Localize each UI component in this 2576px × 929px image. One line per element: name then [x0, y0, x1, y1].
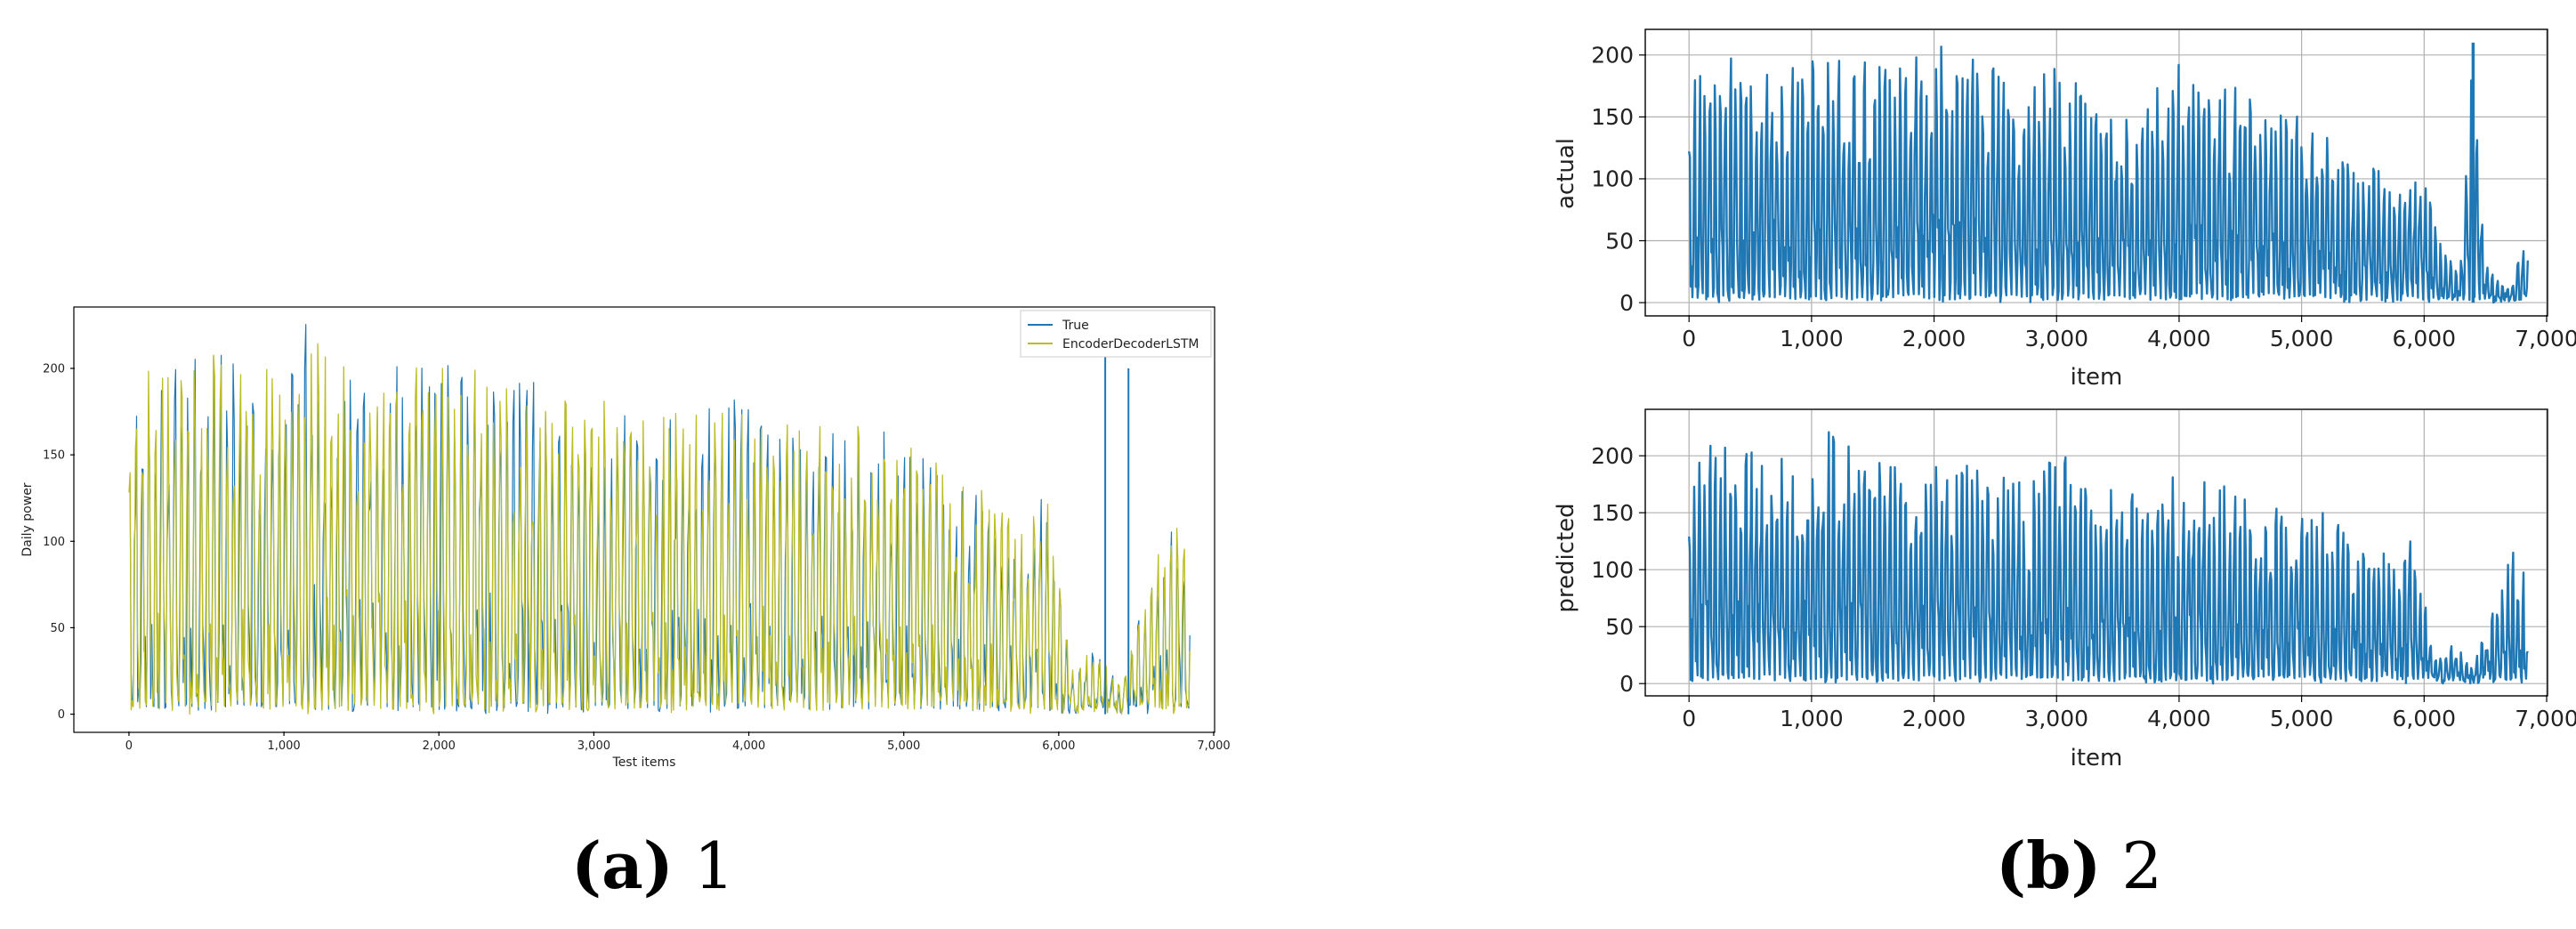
y-tick-label: 200 — [43, 363, 65, 376]
legend-box — [1020, 310, 1212, 358]
x-tick-label: 4,000 — [2147, 326, 2211, 351]
chart-a-ylabel: Daily power — [20, 482, 35, 556]
series-line-predicted — [1688, 431, 2529, 685]
y-tick-label: 200 — [1591, 43, 1634, 69]
y-tick-label: 100 — [1591, 166, 1634, 192]
legend-label-lstm: EncoderDecoderLSTM — [1062, 337, 1199, 351]
x-tick-label: 5,000 — [887, 739, 920, 753]
chart-b-actual-axes: 0 1,000 2,000 3,000 4,000 5,000 6,000 7,000 0 50 1… — [1591, 43, 2576, 351]
chart-a-frame — [73, 306, 1215, 733]
chart-b-actual-xlabel: item — [2071, 364, 2123, 391]
y-tick-label: 100 — [43, 536, 65, 549]
x-tick-label: 2,000 — [1902, 326, 1966, 351]
caption-a: (a) 1 — [571, 828, 735, 903]
x-tick-label: 6,000 — [1042, 739, 1075, 753]
y-tick-label: 150 — [43, 449, 65, 463]
x-tick-label: 6,000 — [2393, 706, 2457, 731]
y-tick-label: 0 — [1619, 671, 1634, 697]
chart-b-predicted: 0 1,000 2,000 3,000 4,000 5,000 6,000 7,000 0 50 1… — [1553, 408, 2576, 771]
x-tick-label: 2,000 — [423, 739, 456, 753]
caption-b-label: (b) — [1996, 828, 2102, 903]
x-tick-label: 5,000 — [2270, 326, 2334, 351]
y-tick-label: 0 — [58, 708, 65, 722]
caption-a-label: (a) — [571, 828, 674, 903]
y-tick-label: 50 — [1605, 228, 1634, 254]
x-tick-label: 1,000 — [1780, 706, 1844, 731]
x-tick-label: 5,000 — [2270, 706, 2334, 731]
y-tick-label: 50 — [50, 622, 65, 635]
x-tick-label: 1,000 — [267, 739, 300, 753]
chart-b-predicted-frame — [1644, 408, 2548, 697]
x-tick-label: 4,000 — [732, 739, 765, 753]
x-tick-label: 7,000 — [2515, 326, 2576, 351]
y-tick-label: 0 — [1619, 290, 1634, 316]
x-tick-label: 2,000 — [1902, 706, 1966, 731]
chart-b-predicted-plot-area — [1688, 431, 2529, 685]
y-tick-label: 100 — [1591, 557, 1634, 583]
chart-b-predicted-ylabel: predicted — [1553, 503, 1579, 612]
chart-b-predicted-xlabel: item — [2071, 745, 2123, 771]
chart-a-xlabel: Test items — [612, 755, 676, 770]
x-tick-label: 0 — [1682, 706, 1696, 731]
caption-b: (b) 2 — [1996, 828, 2162, 903]
x-tick-label: 0 — [1682, 326, 1696, 351]
series-line-actual — [1688, 45, 2529, 304]
x-tick-label: 3,000 — [2024, 706, 2088, 731]
chart-b-predicted-axes: 0 1,000 2,000 3,000 4,000 5,000 6,000 7,000 0 50 1… — [1591, 443, 2576, 731]
chart-b-actual-plot-area — [1688, 42, 2529, 304]
x-tick-label: 4,000 — [2147, 706, 2211, 731]
x-tick-label: 3,000 — [577, 739, 610, 753]
y-tick-label: 200 — [1591, 443, 1634, 469]
caption-b-text: 2 — [2121, 828, 2163, 903]
x-tick-label: 1,000 — [1780, 326, 1844, 351]
caption-a-text: 1 — [693, 828, 735, 903]
series-line-lstm — [128, 343, 1191, 715]
x-tick-label: 3,000 — [2024, 326, 2088, 351]
chart-a-plot-area — [128, 324, 1191, 715]
legend-label-true: True — [1062, 319, 1089, 333]
x-tick-label: 0 — [125, 739, 133, 753]
y-tick-label: 50 — [1605, 614, 1634, 640]
chart-a: 0 1,000 2,000 3,000 4,000 5,000 6,000 7,000 0 50 1… — [20, 306, 1231, 770]
y-tick-label: 150 — [1591, 500, 1634, 526]
chart-b-actual-frame — [1644, 28, 2548, 317]
x-tick-label: 7,000 — [1197, 739, 1230, 753]
chart-a-legend: True EncoderDecoderLSTM — [1020, 310, 1212, 358]
x-tick-label: 6,000 — [2393, 326, 2457, 351]
chart-a-axes: 0 1,000 2,000 3,000 4,000 5,000 6,000 7,000 0 50 1… — [43, 363, 1230, 753]
y-tick-label: 150 — [1591, 104, 1634, 130]
x-tick-label: 7,000 — [2515, 706, 2576, 731]
chart-b-actual: 0 1,000 2,000 3,000 4,000 5,000 6,000 7,000 0 50 1… — [1553, 28, 2576, 391]
chart-b-actual-ylabel: actual — [1553, 138, 1579, 209]
